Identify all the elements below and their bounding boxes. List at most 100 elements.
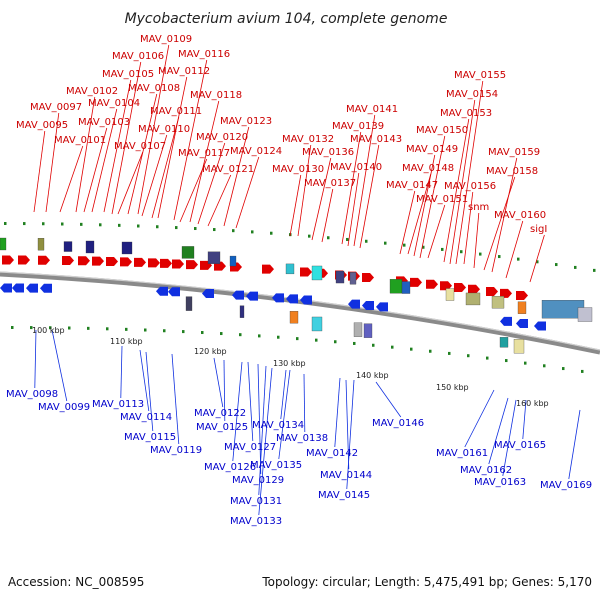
tick-mark <box>68 326 71 330</box>
leader-line <box>258 365 267 496</box>
gene-arrow <box>348 299 360 309</box>
tick-mark <box>270 231 273 235</box>
tick-mark <box>574 265 577 269</box>
tick-mark <box>593 268 596 272</box>
leader-line <box>45 112 60 213</box>
gene-label-bottom: MAV_0098 <box>6 389 58 400</box>
leader-line <box>473 212 480 269</box>
leader-line <box>91 108 118 213</box>
gene-label-bottom: MAV_0145 <box>318 490 370 501</box>
gene-feature <box>517 301 527 314</box>
gene-arrow <box>486 286 498 296</box>
tick-mark <box>175 226 178 230</box>
gene-label-top: MAV_0102 <box>66 86 118 97</box>
gene-feature <box>363 323 373 338</box>
gene-feature <box>349 272 357 285</box>
leader-line <box>111 61 142 215</box>
leader-line <box>505 220 524 279</box>
gene-label-top: MAV_0110 <box>138 124 190 135</box>
tick-mark <box>403 243 406 247</box>
kbp-label: 120 kbp <box>194 347 227 356</box>
tick-mark <box>536 260 539 264</box>
tick-mark <box>365 239 368 243</box>
gene-label-top: MAV_0121 <box>202 164 254 175</box>
gene-feature <box>85 240 95 254</box>
leader-line <box>488 397 509 465</box>
gene-label-top: MAV_0160 <box>494 210 546 221</box>
kbp-label: 160 kbp <box>516 399 549 408</box>
gene-label-bottom: MAV_0163 <box>474 477 526 488</box>
gene-arrow <box>246 291 258 301</box>
leader-line <box>407 173 432 255</box>
leader-line <box>189 100 220 223</box>
gene-arrow <box>202 288 214 298</box>
tick-mark <box>384 241 387 245</box>
gene-label-bottom: MAV_0129 <box>232 475 284 486</box>
tick-mark <box>23 222 26 226</box>
gene-label-top: MAV_0104 <box>88 98 140 109</box>
leader-line <box>427 204 446 259</box>
tick-mark <box>581 369 584 373</box>
tick-mark <box>391 345 394 349</box>
gene-label-bottom: MAV_0099 <box>38 402 90 413</box>
tick-mark <box>346 237 349 241</box>
gene-label-top: MAV_0148 <box>402 163 454 174</box>
tick-mark <box>422 245 425 249</box>
gene-arrow <box>186 260 198 270</box>
tick-mark <box>80 222 83 226</box>
tick-mark <box>410 347 413 351</box>
gene-label-top: MAV_0154 <box>446 89 498 100</box>
gene-label-top: MAV_0107 <box>114 141 166 152</box>
gene-arrow <box>468 284 480 294</box>
gene-label-top: MAV_0097 <box>30 102 82 113</box>
leader-line <box>463 191 474 265</box>
kbp-labels: 100 kbp 110 kbp 120 kbp 130 kbp 140 kbp 150 k… <box>32 326 549 408</box>
leader-line <box>223 359 226 422</box>
leader-line <box>419 135 446 259</box>
leader-line <box>289 174 302 237</box>
gene-label-top: MAV_0108 <box>128 83 180 94</box>
gene-label-top: MAV_0130 <box>272 164 324 175</box>
gene-arrow <box>172 259 184 269</box>
gene-label-top: MAV_0132 <box>282 134 334 145</box>
tick-mark <box>460 250 463 254</box>
gene-feature <box>401 281 411 294</box>
tick-mark <box>61 222 64 226</box>
gene-arrow <box>168 287 180 297</box>
leader-line <box>75 96 96 213</box>
gene-feature <box>239 305 245 318</box>
gene-arrow <box>106 256 118 266</box>
gene-label-top: MAV_0150 <box>416 125 468 136</box>
leader-line <box>34 329 37 389</box>
gene-label-top: MAV_0159 <box>488 147 540 158</box>
gene-label-top: MAV_0106 <box>112 51 164 62</box>
leader-line <box>173 59 208 221</box>
leader-line <box>223 126 250 227</box>
gene-feature <box>185 296 193 311</box>
genome-backbone-highlight <box>0 271 600 351</box>
gene-arrow <box>516 318 528 328</box>
gene-label-top: MAV_0143 <box>350 134 402 145</box>
tick-mark <box>555 263 558 267</box>
tick-mark <box>30 326 33 330</box>
gene-arrow <box>362 300 374 310</box>
leader-line <box>59 145 84 213</box>
gene-arrow <box>500 316 512 326</box>
gene-arrow <box>38 255 50 265</box>
tick-mark <box>87 326 90 330</box>
gene-label-top: MAV_0112 <box>158 66 210 77</box>
gene-label-bottom: MAV_0134 <box>252 420 304 431</box>
tick-mark <box>182 330 185 334</box>
gene-feature <box>491 296 505 309</box>
tick-mark <box>517 257 520 261</box>
tick-mark <box>334 340 337 344</box>
leader-line <box>280 369 287 420</box>
gene-feature <box>541 300 585 319</box>
kbp-label: 140 kbp <box>356 371 389 380</box>
gene-arrow <box>516 290 528 300</box>
gene-arrow <box>362 272 374 282</box>
gene-arrow <box>232 290 244 300</box>
leader-line <box>51 329 68 402</box>
gene-arrow <box>262 264 274 274</box>
leader-lines <box>33 44 581 516</box>
